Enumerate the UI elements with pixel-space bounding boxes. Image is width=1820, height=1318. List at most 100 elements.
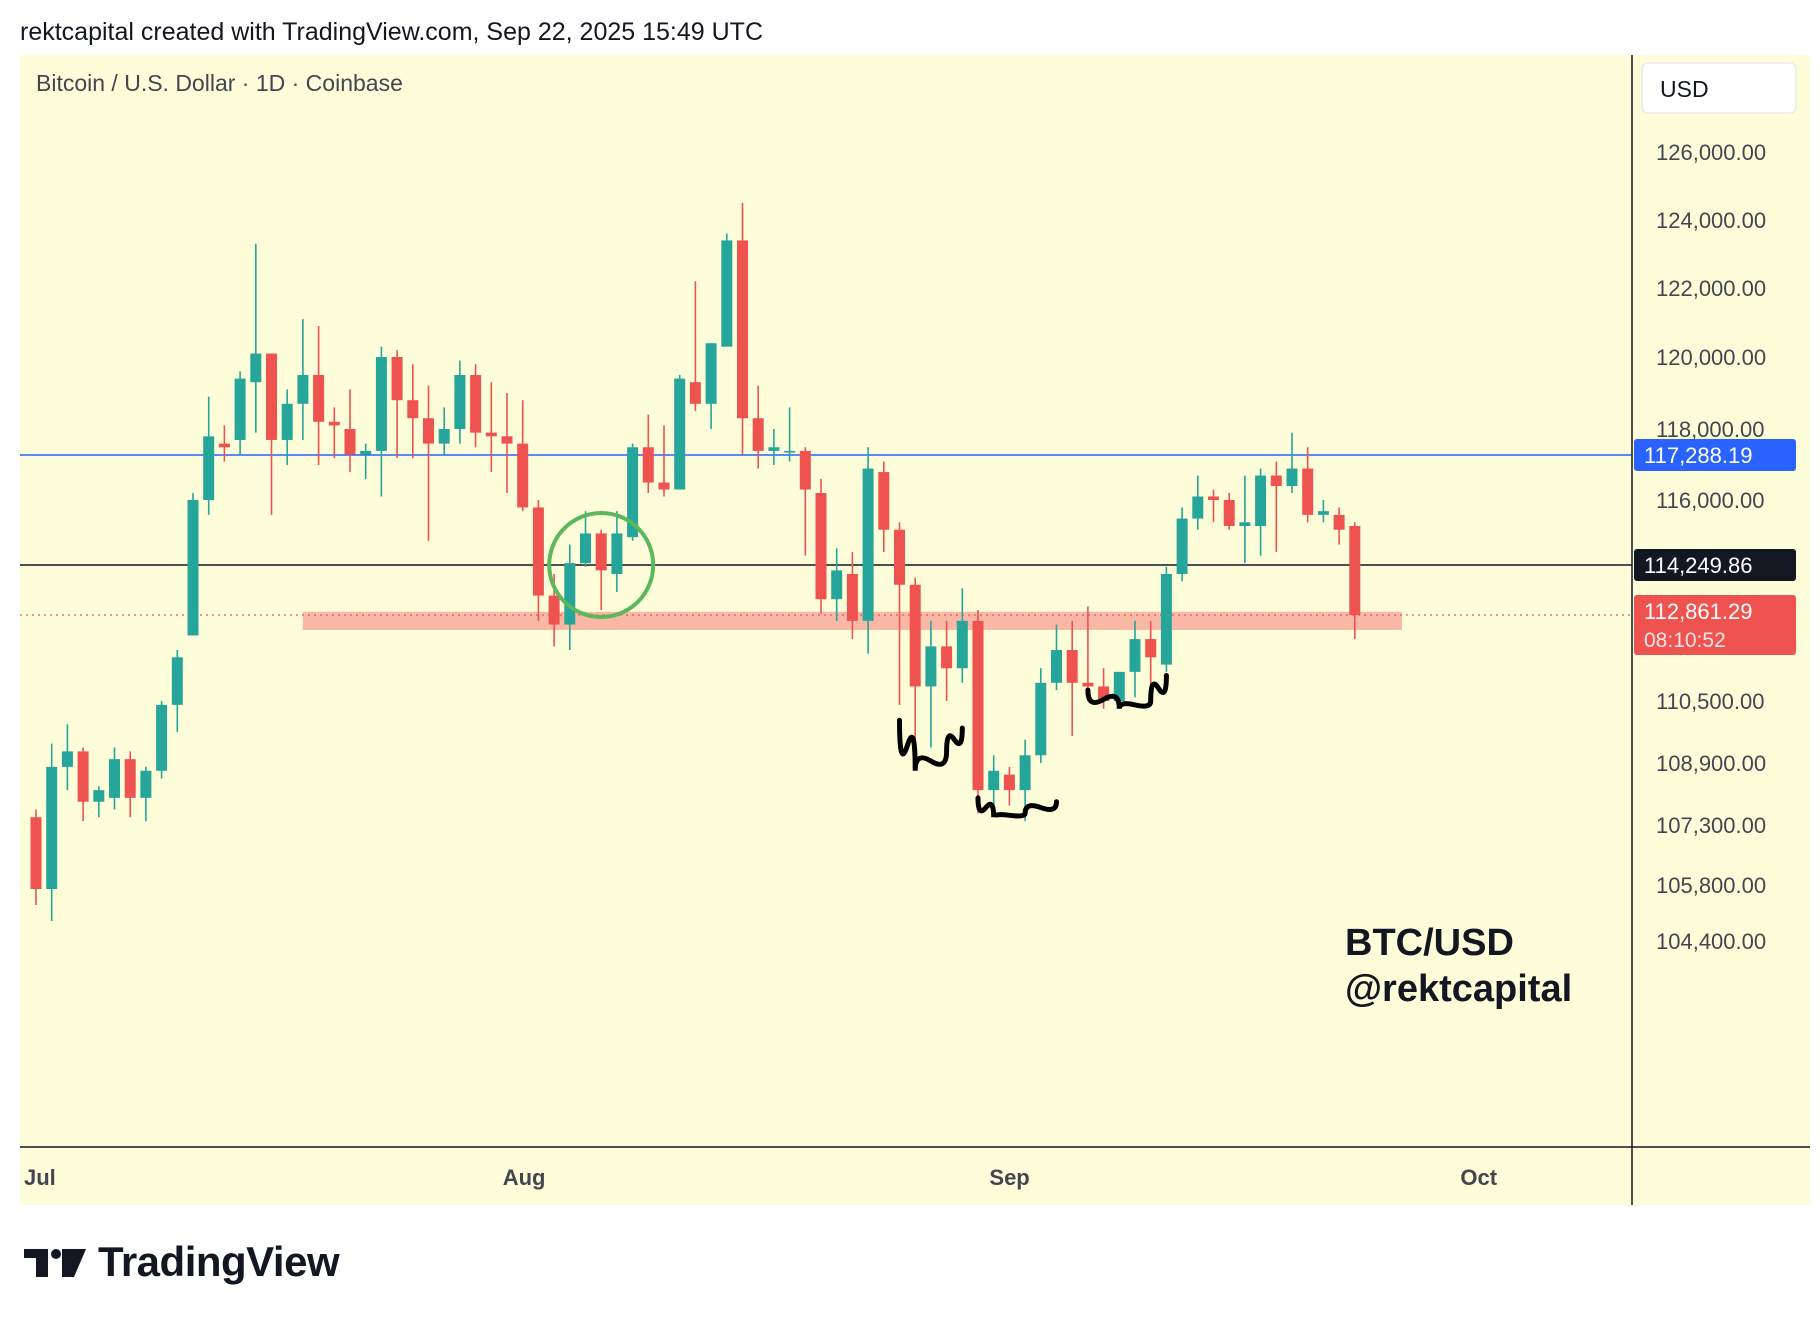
candle[interactable] bbox=[674, 375, 686, 490]
candle[interactable] bbox=[846, 551, 858, 640]
candle[interactable] bbox=[485, 382, 497, 473]
candle[interactable] bbox=[862, 447, 874, 654]
tradingview-footer[interactable]: TradingView bbox=[24, 1238, 340, 1286]
candle[interactable] bbox=[438, 407, 450, 455]
candle[interactable] bbox=[328, 407, 340, 459]
candle[interactable] bbox=[297, 319, 309, 440]
candle[interactable] bbox=[517, 400, 529, 512]
price-tick-label: 104,400.00 bbox=[1656, 929, 1766, 954]
candle[interactable] bbox=[878, 461, 890, 552]
candle[interactable] bbox=[93, 786, 105, 818]
candle[interactable] bbox=[737, 203, 748, 455]
candle-body bbox=[737, 240, 748, 419]
candle[interactable] bbox=[1145, 620, 1157, 687]
candle[interactable] bbox=[1051, 624, 1062, 691]
candle[interactable] bbox=[30, 809, 42, 906]
candle[interactable] bbox=[1160, 566, 1172, 672]
candle[interactable] bbox=[171, 650, 183, 732]
candle[interactable] bbox=[894, 522, 905, 705]
candle[interactable] bbox=[203, 396, 215, 515]
candle[interactable] bbox=[831, 548, 843, 621]
candle[interactable] bbox=[46, 743, 58, 921]
candle[interactable] bbox=[423, 385, 434, 541]
candle[interactable] bbox=[501, 393, 513, 494]
candle[interactable] bbox=[360, 443, 372, 480]
candle-body bbox=[46, 766, 58, 889]
candle-body bbox=[752, 418, 764, 451]
candle[interactable] bbox=[1239, 475, 1251, 564]
candle[interactable] bbox=[1082, 606, 1094, 701]
candle[interactable] bbox=[1349, 522, 1361, 640]
candle[interactable] bbox=[580, 511, 591, 567]
candle[interactable] bbox=[658, 425, 670, 497]
candles-layer[interactable] bbox=[30, 203, 1361, 921]
candle[interactable] bbox=[313, 325, 325, 466]
candle[interactable] bbox=[266, 353, 277, 515]
candle[interactable] bbox=[281, 389, 293, 466]
candle-body bbox=[1003, 774, 1015, 791]
candle[interactable] bbox=[1223, 493, 1235, 530]
candle[interactable] bbox=[1286, 432, 1298, 494]
candle[interactable] bbox=[564, 544, 576, 651]
candle[interactable] bbox=[689, 281, 701, 411]
time-axis-background[interactable] bbox=[20, 1147, 1632, 1205]
candle[interactable] bbox=[925, 620, 937, 748]
candle[interactable] bbox=[454, 360, 466, 444]
candle-body bbox=[862, 468, 874, 621]
plot-background[interactable] bbox=[20, 55, 1632, 1147]
candle[interactable] bbox=[124, 751, 136, 818]
candle[interactable] bbox=[1208, 489, 1219, 523]
candle[interactable] bbox=[250, 243, 262, 433]
candle[interactable] bbox=[234, 371, 246, 455]
candle[interactable] bbox=[1176, 507, 1188, 582]
candle[interactable] bbox=[344, 389, 356, 473]
currency-button[interactable]: USD bbox=[1641, 62, 1797, 114]
candle[interactable] bbox=[1003, 766, 1015, 806]
chart-frame[interactable]: Bitcoin / U.S. Dollar · 1D · Coinbase US… bbox=[20, 55, 1810, 1205]
candle[interactable] bbox=[705, 343, 717, 429]
candle[interactable] bbox=[1270, 461, 1282, 552]
candle[interactable] bbox=[1333, 507, 1345, 545]
candle[interactable] bbox=[799, 447, 811, 556]
candle[interactable] bbox=[611, 511, 623, 593]
candle[interactable] bbox=[941, 620, 953, 701]
candle[interactable] bbox=[721, 233, 733, 347]
candle[interactable] bbox=[595, 529, 607, 611]
candle[interactable] bbox=[1255, 468, 1267, 556]
time-axis-ticks: Jul Aug Sep Oct bbox=[24, 1165, 1498, 1190]
candle[interactable] bbox=[375, 346, 387, 497]
candle[interactable] bbox=[1317, 500, 1329, 523]
candle[interactable] bbox=[784, 407, 796, 462]
candle[interactable] bbox=[470, 364, 482, 448]
price-tick-label: 105,800.00 bbox=[1656, 873, 1766, 898]
candle[interactable] bbox=[752, 385, 764, 469]
candle[interactable] bbox=[61, 724, 73, 791]
candle[interactable] bbox=[972, 610, 984, 814]
candle-body bbox=[894, 529, 905, 585]
currency-button-label: USD bbox=[1660, 76, 1709, 102]
candle[interactable] bbox=[407, 364, 419, 459]
candle-body bbox=[721, 240, 733, 347]
candle[interactable] bbox=[1129, 620, 1141, 698]
candle[interactable] bbox=[156, 701, 168, 779]
candle[interactable] bbox=[109, 747, 120, 810]
candle[interactable] bbox=[140, 766, 152, 822]
candle[interactable] bbox=[1192, 475, 1204, 530]
price-label-blue: 117,288.19 bbox=[1644, 443, 1752, 468]
candle[interactable] bbox=[1035, 668, 1047, 763]
candle[interactable] bbox=[815, 479, 827, 614]
candle[interactable] bbox=[77, 747, 89, 822]
candle[interactable] bbox=[187, 493, 199, 636]
candle-body bbox=[485, 432, 497, 437]
candle[interactable] bbox=[768, 429, 780, 466]
candle[interactable] bbox=[1302, 447, 1314, 523]
candle[interactable] bbox=[1066, 620, 1078, 736]
candle-body bbox=[846, 573, 858, 621]
candle[interactable] bbox=[532, 500, 544, 621]
candle[interactable] bbox=[909, 577, 921, 760]
candle[interactable] bbox=[956, 588, 968, 683]
candle[interactable] bbox=[642, 414, 654, 494]
candle[interactable] bbox=[391, 350, 403, 459]
candlestick-chart[interactable]: Bitcoin / U.S. Dollar · 1D · Coinbase US… bbox=[20, 55, 1810, 1205]
candle[interactable] bbox=[218, 425, 230, 462]
